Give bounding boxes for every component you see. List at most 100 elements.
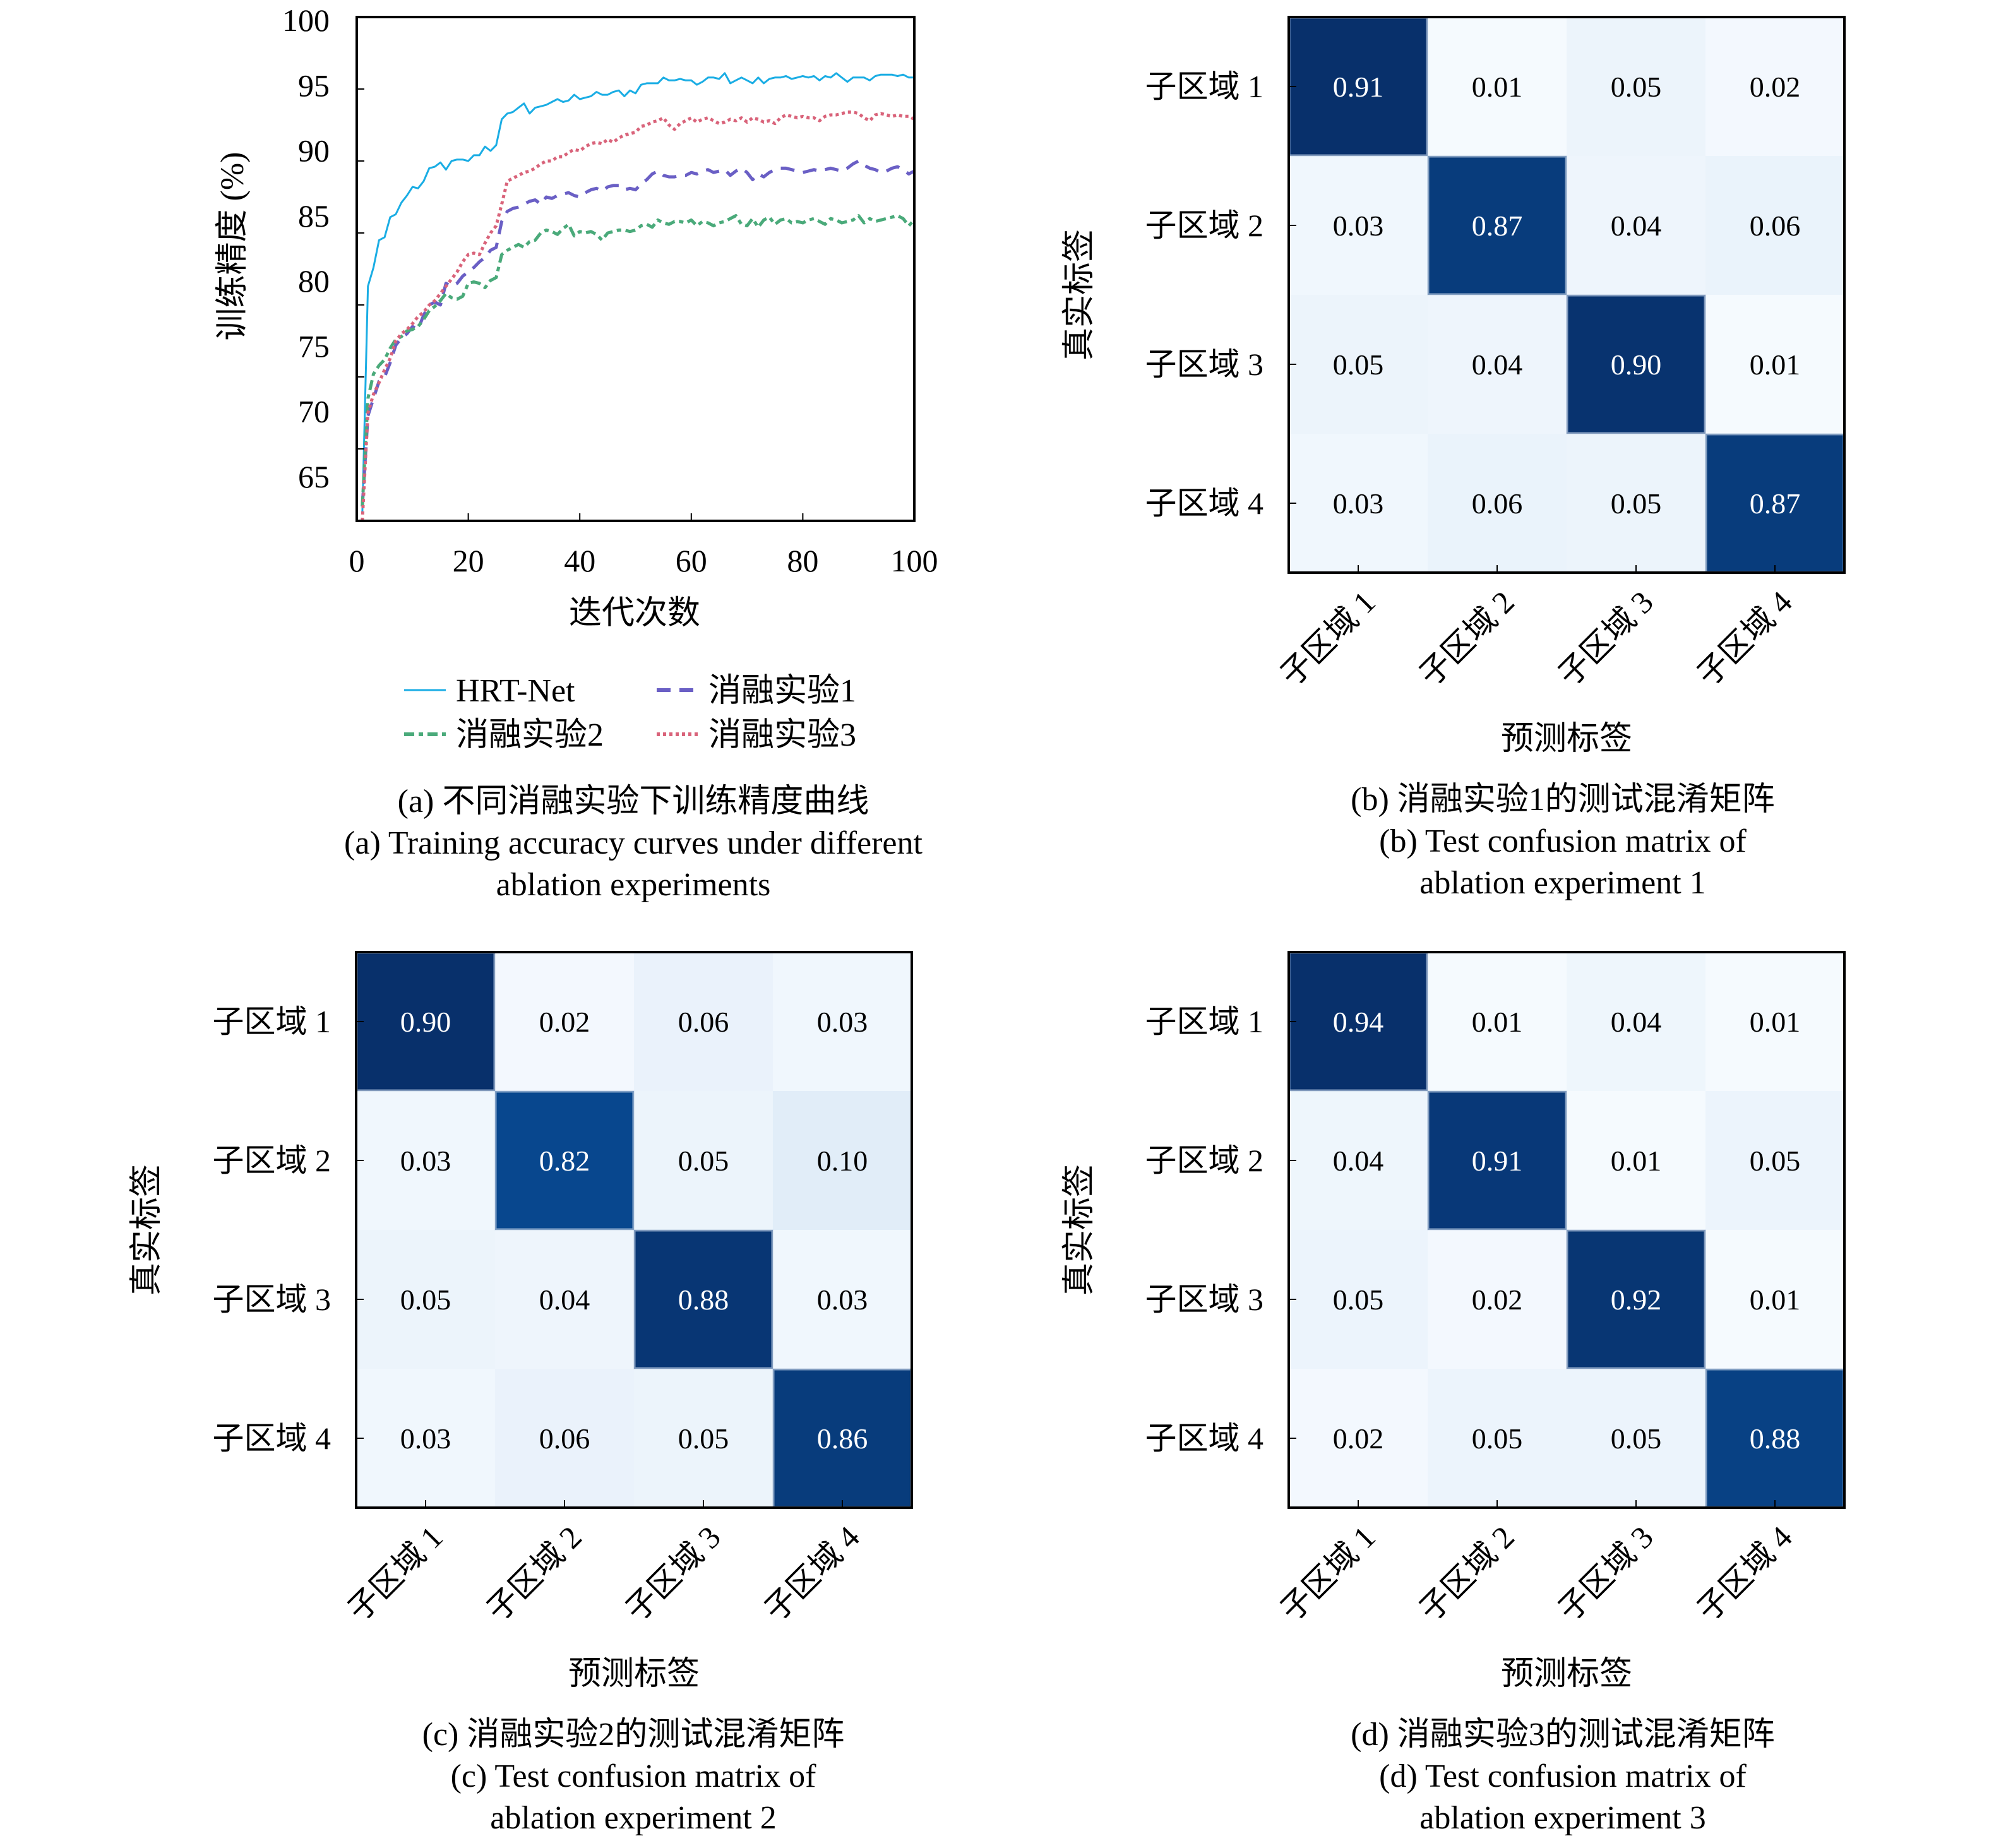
y-tick-label: 子区域 1 bbox=[1145, 1004, 1264, 1039]
x-tick-label: 子区域 2 bbox=[480, 1519, 588, 1628]
x-tick-label: 子区域 4 bbox=[1690, 1519, 1799, 1628]
cell-value-label: 0.06 bbox=[1750, 210, 1801, 242]
y-tick-label: 100 bbox=[282, 3, 330, 38]
series-line-2 bbox=[361, 159, 916, 507]
caption-zh: (d) 消融实验3的测试混淆矩阵 bbox=[1351, 1717, 1775, 1753]
y-tick-label: 子区域 4 bbox=[1145, 1421, 1264, 1456]
y-axis-label: 训练精度 (%) bbox=[215, 152, 251, 341]
x-tick-label: 子区域 1 bbox=[341, 1519, 450, 1628]
cell-value-label: 0.05 bbox=[1472, 1422, 1523, 1455]
caption-zh: (b) 消融实验1的测试混淆矩阵 bbox=[1351, 782, 1775, 818]
heatmap-cell bbox=[1567, 1091, 1705, 1230]
cell-value-label: 0.10 bbox=[817, 1145, 868, 1177]
x-ticks: 0 20 40 60 80 100 bbox=[349, 513, 938, 578]
y-tick-label: 子区域 4 bbox=[213, 1421, 332, 1456]
heatmap-cell bbox=[1428, 156, 1567, 295]
heatmap-cell bbox=[1428, 1369, 1567, 1508]
y-axis-label: 真实标签 bbox=[1061, 229, 1097, 361]
cell-value-label: 0.01 bbox=[1472, 1006, 1523, 1038]
cell-value-label: 0.82 bbox=[539, 1145, 590, 1177]
x-axis-label: 迭代次数 bbox=[569, 595, 700, 631]
y-tick-label: 子区域 2 bbox=[1145, 208, 1264, 243]
cell-value-label: 0.87 bbox=[1750, 487, 1801, 520]
cell-value-label: 0.90 bbox=[400, 1006, 451, 1038]
heatmap-cell bbox=[1705, 1230, 1844, 1369]
heatmap-cell bbox=[1705, 952, 1844, 1091]
cell-value-label: 0.01 bbox=[1750, 1284, 1801, 1316]
legend-item: HRT-Net bbox=[404, 673, 575, 709]
heatmap-cell bbox=[1289, 17, 1428, 156]
heatmap-cell bbox=[495, 1230, 634, 1369]
cell-value-label: 0.04 bbox=[539, 1284, 590, 1316]
cell-value-label: 0.91 bbox=[1472, 1145, 1523, 1177]
cell-value-label: 0.88 bbox=[678, 1284, 729, 1316]
heatmap-cells: 0.91 0.01 0.05 0.02 0.03 0.87 0.04 0.06 0.05 0.04… bbox=[1288, 16, 1845, 573]
heatmap-cell bbox=[495, 952, 634, 1091]
y-tick-label: 子区域 3 bbox=[1145, 347, 1264, 382]
caption-en-line-2: ablation experiment 2 bbox=[490, 1800, 776, 1836]
cell-value-label: 0.86 bbox=[817, 1422, 868, 1455]
cell-value-label: 0.05 bbox=[1750, 1145, 1801, 1177]
cell-value-label: 0.02 bbox=[1750, 71, 1801, 103]
cell-value-label: 0.94 bbox=[1333, 1006, 1384, 1038]
heatmap-cell bbox=[773, 1230, 912, 1369]
x-tick-label: 子区域 3 bbox=[1551, 584, 1660, 693]
caption-en-line-1: (b) Test confusion matrix of bbox=[1379, 823, 1747, 859]
panel-c-confusion-matrix: 0.90 0.02 0.06 0.03 0.03 0.82 0.05 0.10 0.05 0.04… bbox=[129, 951, 913, 1836]
cell-value-label: 0.04 bbox=[1472, 349, 1523, 381]
cell-value-label: 0.01 bbox=[1750, 1006, 1801, 1038]
cell-edge bbox=[1566, 294, 1706, 434]
panel-a-line-chart: 0 20 40 60 80 100 100 95 90 85 80 75 70 65 迭代次数 训练精度… bbox=[215, 3, 938, 903]
heatmap-cell bbox=[1428, 295, 1567, 434]
series-group bbox=[361, 72, 916, 522]
cell-value-label: 0.05 bbox=[678, 1145, 729, 1177]
legend-item: 消融实验2 bbox=[404, 717, 604, 753]
x-tick-label: 子区域 3 bbox=[619, 1519, 727, 1628]
cell-value-label: 0.92 bbox=[1611, 1284, 1662, 1316]
cell-value-label: 0.04 bbox=[1611, 210, 1662, 242]
heatmap-cell bbox=[1289, 1091, 1428, 1230]
heatmap-cell bbox=[1289, 1230, 1428, 1369]
cell-edge bbox=[1427, 1090, 1567, 1231]
heatmap-cell bbox=[1705, 434, 1844, 573]
cell-value-label: 0.88 bbox=[1750, 1422, 1801, 1455]
heatmap-cell bbox=[634, 952, 773, 1091]
heatmap-cell bbox=[356, 1230, 495, 1369]
cell-edge bbox=[633, 1229, 774, 1369]
cell-value-label: 0.01 bbox=[1472, 71, 1523, 103]
heatmap-cells: 0.90 0.02 0.06 0.03 0.03 0.82 0.05 0.10 0.05 0.04… bbox=[355, 951, 912, 1508]
cell-value-label: 0.05 bbox=[1611, 487, 1662, 520]
cell-value-label: 0.87 bbox=[1472, 210, 1523, 242]
heatmap-cell bbox=[495, 1369, 634, 1508]
x-tick-label: 子区域 1 bbox=[1274, 1519, 1382, 1628]
caption-zh: (a) 不同消融实验下训练精度曲线 bbox=[398, 784, 869, 820]
y-axis-label: 真实标签 bbox=[1061, 1164, 1097, 1296]
x-tick-label: 子区域 4 bbox=[758, 1519, 866, 1628]
caption-en-line-1: (d) Test confusion matrix of bbox=[1379, 1758, 1747, 1794]
legend: HRT-Net 消融实验1 消融实验2 消融实验3 bbox=[404, 673, 856, 753]
heatmap-cell bbox=[773, 1369, 912, 1508]
heatmap-cell bbox=[1289, 434, 1428, 573]
cell-value-label: 0.01 bbox=[1750, 349, 1801, 381]
heatmap-cell bbox=[1567, 434, 1705, 573]
legend-item: 消融实验3 bbox=[657, 717, 856, 753]
cell-value-label: 0.05 bbox=[400, 1284, 451, 1316]
heatmap-cell bbox=[1428, 952, 1567, 1091]
y-tick-label: 80 bbox=[298, 263, 330, 299]
heatmap-cell bbox=[1289, 156, 1428, 295]
heatmap-cell bbox=[1705, 156, 1844, 295]
y-tick-label: 子区域 4 bbox=[1145, 486, 1264, 521]
cell-value-label: 0.01 bbox=[1611, 1145, 1662, 1177]
legend-label: 消融实验3 bbox=[708, 717, 856, 753]
y-tick-label: 75 bbox=[298, 328, 330, 364]
x-tick-label: 子区域 3 bbox=[1551, 1519, 1660, 1628]
matrix-frame bbox=[1287, 951, 1846, 1509]
y-tick-label: 子区域 3 bbox=[213, 1282, 332, 1317]
matrix-frame bbox=[355, 951, 913, 1509]
legend-label: HRT-Net bbox=[456, 673, 575, 709]
y-tick-label: 子区域 3 bbox=[1145, 1282, 1264, 1317]
x-axis-label: 预测标签 bbox=[1501, 721, 1632, 757]
heatmap-cell bbox=[1428, 1230, 1567, 1369]
heatmap-cell bbox=[1289, 1369, 1428, 1508]
